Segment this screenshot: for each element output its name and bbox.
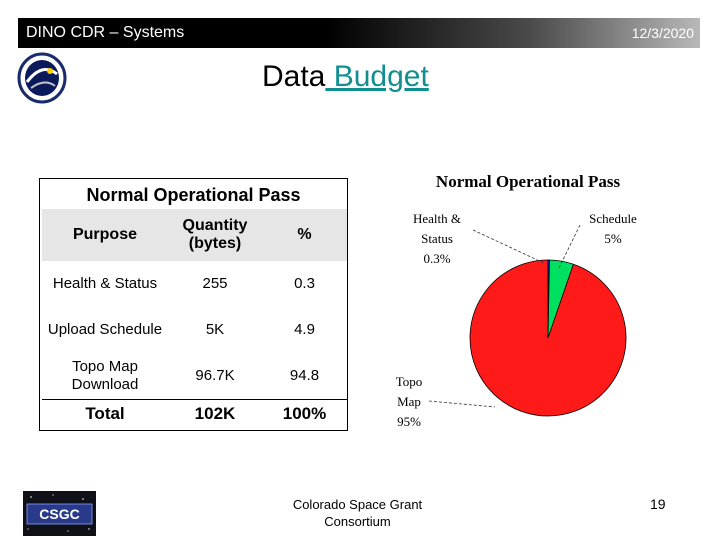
chart-title: Normal Operational Pass [436, 172, 621, 191]
cell-quantity: 102K [194, 403, 236, 423]
column-header-percent: % [297, 226, 312, 243]
pie-label: Schedule [589, 211, 637, 226]
table-row: Upload Schedule 5K 4.9 [42, 307, 347, 353]
header-bar: DINO CDR – Systems 12/3/2020 [18, 18, 700, 48]
cell-percent: 94.8 [289, 366, 320, 384]
table-row: Topo Map Download 96.7K 94.8 [42, 353, 347, 399]
footer-organization: Colorado Space Grant Consortium [292, 497, 423, 529]
cell-quantity: 5K [205, 321, 225, 338]
pie-slice-topo-map [469, 259, 627, 417]
pie-label: 5% [604, 231, 622, 246]
slide-title-underlined: Budget [325, 60, 429, 93]
data-budget-table: Normal Operational Pass Purpose Quantity… [39, 178, 348, 431]
pie-label: Status [421, 231, 453, 246]
pie-chart: Normal Operational Pass Health & Status 0.… [396, 172, 637, 429]
cell-purpose: Topo Map Download [71, 357, 139, 393]
leader-line [557, 224, 581, 271]
pie-label: 95% [397, 414, 421, 429]
table-total-row: Total 102K 100% [42, 399, 347, 428]
cell-quantity: 96.7K [195, 366, 235, 384]
slide-title-text: Data [262, 60, 326, 93]
cell-percent: 0.3 [294, 275, 315, 292]
csgc-logo-icon: CSGC [23, 491, 96, 536]
pie-label: 0.3% [423, 251, 450, 266]
column-header-purpose: Purpose [72, 226, 137, 243]
cell-purpose: Upload Schedule [47, 321, 163, 338]
leader-line [472, 229, 547, 265]
pie-label: Map [397, 394, 421, 409]
leader-line [428, 400, 496, 408]
cell-purpose: Total [85, 403, 125, 423]
presentation-title: DINO CDR – Systems [26, 24, 185, 41]
csgc-logo-text: CSGC [39, 506, 79, 522]
cell-quantity: 255 [202, 275, 228, 292]
pie-label: Health & [413, 211, 461, 226]
header-date: 12/3/2020 [631, 25, 694, 41]
table-title: Normal Operational Pass [86, 185, 301, 205]
cell-percent: 100% [282, 403, 327, 423]
cell-purpose: Health & Status [52, 275, 158, 292]
table-header-row: Purpose Quantity (bytes) % [42, 209, 347, 261]
column-header-quantity: Quantity (bytes) [182, 217, 248, 252]
page-number: 19 [650, 496, 666, 512]
pie-label: Topo [396, 374, 423, 389]
budget-table-grid: Purpose Quantity (bytes) % Health & Stat… [42, 209, 347, 428]
table-row: Health & Status 255 0.3 [42, 261, 347, 307]
slide-title: Data Budget [262, 60, 429, 94]
mission-logo-icon [17, 52, 67, 104]
cell-percent: 4.9 [294, 321, 315, 338]
